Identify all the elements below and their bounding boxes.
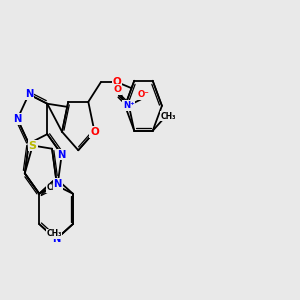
Text: N: N — [53, 179, 62, 189]
Text: N⁺: N⁺ — [123, 101, 135, 110]
Text: N: N — [25, 89, 33, 99]
Text: CH₃: CH₃ — [161, 112, 176, 121]
Text: CH₃: CH₃ — [46, 183, 62, 192]
Text: O: O — [112, 77, 121, 87]
Text: O⁻: O⁻ — [137, 90, 149, 99]
Text: N: N — [13, 114, 22, 124]
Text: N: N — [58, 149, 66, 160]
Text: CH₃: CH₃ — [46, 230, 62, 238]
Text: O: O — [113, 85, 121, 94]
Text: S: S — [29, 140, 37, 151]
Text: O: O — [90, 127, 99, 137]
Text: N: N — [52, 234, 60, 244]
